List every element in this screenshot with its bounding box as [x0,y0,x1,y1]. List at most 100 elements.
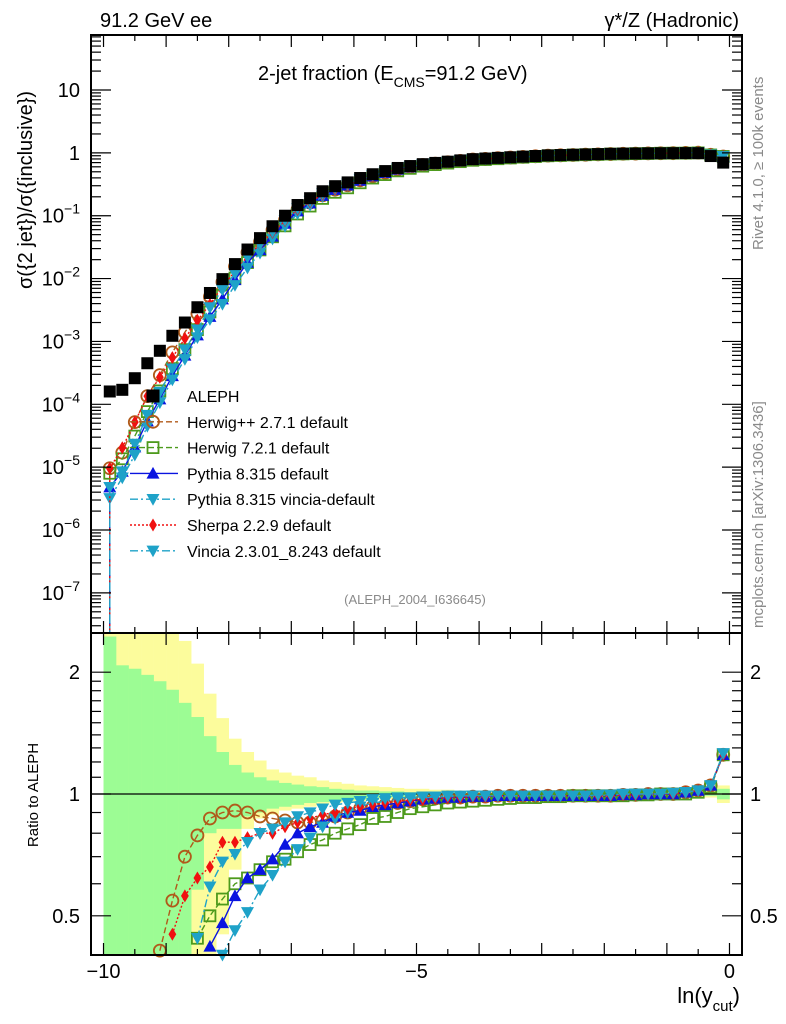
ratio-tick-label-right: 2 [750,662,761,684]
data-point [379,165,392,178]
ratio-point [218,835,227,849]
series-point [266,233,280,246]
data-point [329,180,342,193]
legend: ALEPH Herwig++ 2.7.1 default Herwig 7.2.1 … [130,389,381,561]
data-point [216,273,229,286]
ratio-point [316,803,330,816]
legend-label: Sherpa 2.2.9 default [187,518,332,535]
ratio-point [579,790,593,803]
y-tick-exponent: −4 [64,389,80,405]
data-point [254,232,267,245]
analysis-tag: (ALEPH_2004_I636645) [344,592,486,607]
data-point [604,147,617,160]
ratio-tick-label: 2 [69,662,80,684]
ratio-point [616,788,630,801]
series-point [115,466,129,479]
stat-uncertainty-band-bin [278,782,292,807]
y-tick-base: 10 [42,457,64,479]
x-tick-label: −10 [87,961,121,983]
ratio-point [278,817,292,830]
ratio-point [654,788,668,801]
legend-entry: Pythia 8.315 default [130,466,329,483]
ratio-point [303,807,317,820]
y-tick-exponent: −5 [64,452,80,468]
data-point [141,357,154,370]
ratio-tick-label-right: 1 [750,784,761,806]
y-tick-label: 10−5 [42,452,80,479]
data-point [404,160,417,173]
data-point [642,147,655,160]
ratio-point [704,780,718,792]
series-point [190,332,204,345]
data-point [654,147,667,160]
data-point [304,192,317,205]
data-point [429,156,442,169]
title-prefix: 2-jet fraction (E [258,63,394,85]
y-tick-base: 10 [42,583,64,605]
data-point [667,147,680,160]
ratio-point [328,813,342,825]
data-point [717,156,730,169]
ratio-tick-label: 1 [69,784,80,806]
y-tick-label: 10−2 [42,264,80,291]
legend-entry: Pythia 8.315 vincia-default [130,492,375,509]
data-point [203,286,216,299]
ratio-point [716,748,730,760]
ratio-point [416,791,430,804]
ratio-point [253,828,267,840]
y-tick-label: 10 [58,80,80,102]
y-tick-label: 10−1 [42,201,80,228]
stat-uncertainty-band-bin [203,736,217,834]
y-tick-exponent: −6 [64,515,80,531]
data-point [178,316,191,329]
data-point [629,147,642,160]
ratio-point [516,790,530,803]
y-axis-label: σ({2 jet})/σ({inclusive}) [15,91,37,289]
ratio-point [215,916,229,929]
data-point [103,385,116,398]
ratio-point [441,790,455,803]
data-point [291,199,304,212]
series-point [140,420,154,433]
ratio-point [591,789,605,802]
data-point [279,209,292,222]
data-point [128,372,141,385]
ratio-point [240,907,254,919]
legend-marker [149,518,157,532]
ratio-point [328,799,342,812]
ratio-point [266,869,280,882]
x-tick-label: −5 [405,961,428,983]
ratio-point [553,790,567,803]
ratio-point [177,849,192,864]
legend-marker [146,466,160,479]
ratio-point [378,793,392,805]
series-point [128,449,142,462]
legend-label: Herwig 7.2.1 default [187,441,330,458]
ratio-point [190,933,204,945]
ratio-point [366,812,380,825]
mcplots-reference-text: mcplots.cern.ch [arXiv:1306.3436] [750,401,767,628]
ratio-point [291,826,305,839]
data-point [504,151,517,164]
chart-marks [91,145,742,962]
y-tick-base: 10 [42,331,64,353]
ratio-point [316,833,330,847]
legend-entry: Herwig++ 2.7.1 default [130,415,349,432]
series-point [193,313,202,327]
legend-label: Pythia 8.315 default [187,466,329,483]
ratio-point [278,838,292,850]
ratio-point [291,844,305,856]
legend-label: ALEPH [187,389,239,406]
ratio-point [353,818,367,832]
series-point [115,472,129,485]
data-point [266,220,279,233]
ratio-point [240,871,254,884]
y-tick-base: 1 [69,143,80,165]
x-label-close: ) [733,983,740,1008]
ratio-point [215,856,229,869]
title-subscript: CMS [394,74,425,90]
y-tick-label: 1 [69,143,80,165]
data-point [454,154,467,167]
ratio-tick-label-right: 0.5 [750,906,778,928]
